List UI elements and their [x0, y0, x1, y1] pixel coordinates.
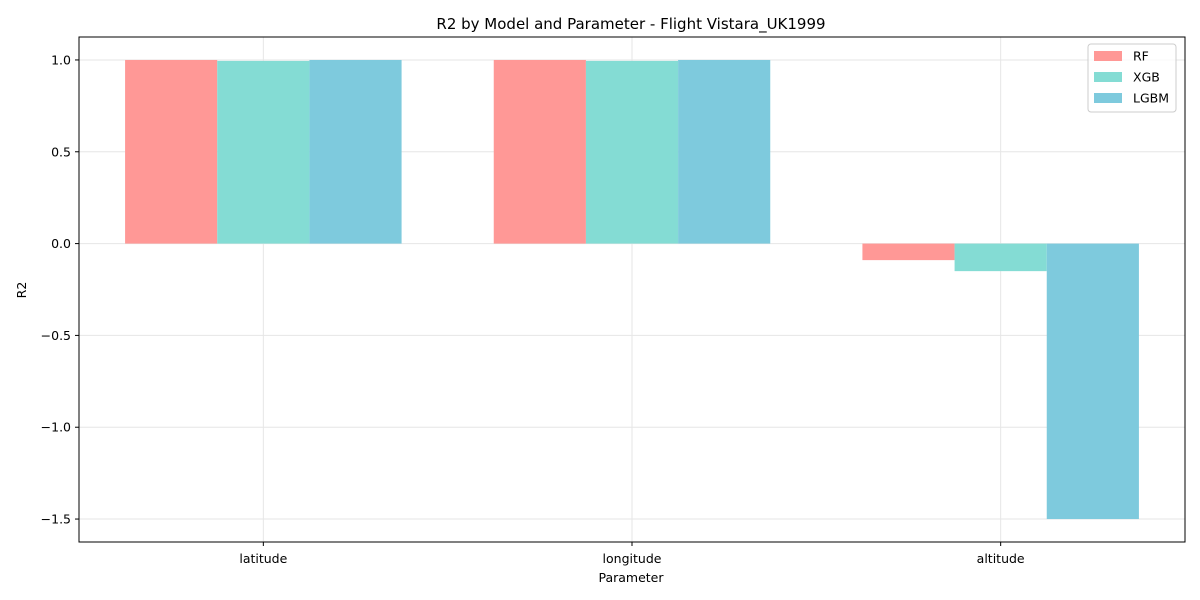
y-tick-label: 0.0	[51, 236, 71, 251]
x-axis-ticks: latitude longitude altitude	[239, 542, 1025, 566]
bar-rf-longitude	[493, 59, 586, 244]
bar-xgb-altitude	[954, 243, 1047, 272]
legend-label-rf: RF	[1133, 49, 1149, 64]
legend-swatch-lgbm	[1094, 93, 1122, 103]
legend: RF XGB LGBM	[1087, 43, 1177, 113]
bar-rf-latitude	[125, 59, 218, 244]
x-axis-title: Parameter	[598, 570, 664, 585]
y-tick-label: −1.0	[41, 420, 71, 435]
legend-label-lgbm: LGBM	[1133, 91, 1169, 106]
y-tick-label: −0.5	[41, 328, 71, 343]
bar-xgb-longitude	[585, 60, 679, 244]
y-tick-label: 1.0	[51, 52, 71, 67]
legend-swatch-xgb	[1094, 72, 1122, 82]
chart-title: R2 by Model and Parameter - Flight Vista…	[436, 15, 825, 34]
legend-label-xgb: XGB	[1133, 70, 1160, 85]
bar-lgbm-altitude	[1046, 243, 1139, 520]
legend-swatch-rf	[1094, 51, 1122, 61]
bar-rf-altitude	[862, 243, 955, 261]
y-axis-title: R2	[14, 282, 29, 299]
x-tick-label: altitude	[977, 551, 1025, 566]
y-axis-ticks: 1.0 0.5 0.0 −0.5 −1.0 −1.5	[41, 52, 79, 527]
bar-lgbm-longitude	[678, 59, 771, 244]
x-tick-label: longitude	[603, 551, 662, 566]
bar-lgbm-latitude	[309, 59, 402, 244]
x-tick-label: latitude	[239, 551, 287, 566]
bars-group	[125, 59, 1139, 520]
y-tick-label: −1.5	[41, 512, 71, 527]
bar-xgb-latitude	[217, 60, 310, 244]
y-tick-label: 0.5	[51, 144, 71, 159]
